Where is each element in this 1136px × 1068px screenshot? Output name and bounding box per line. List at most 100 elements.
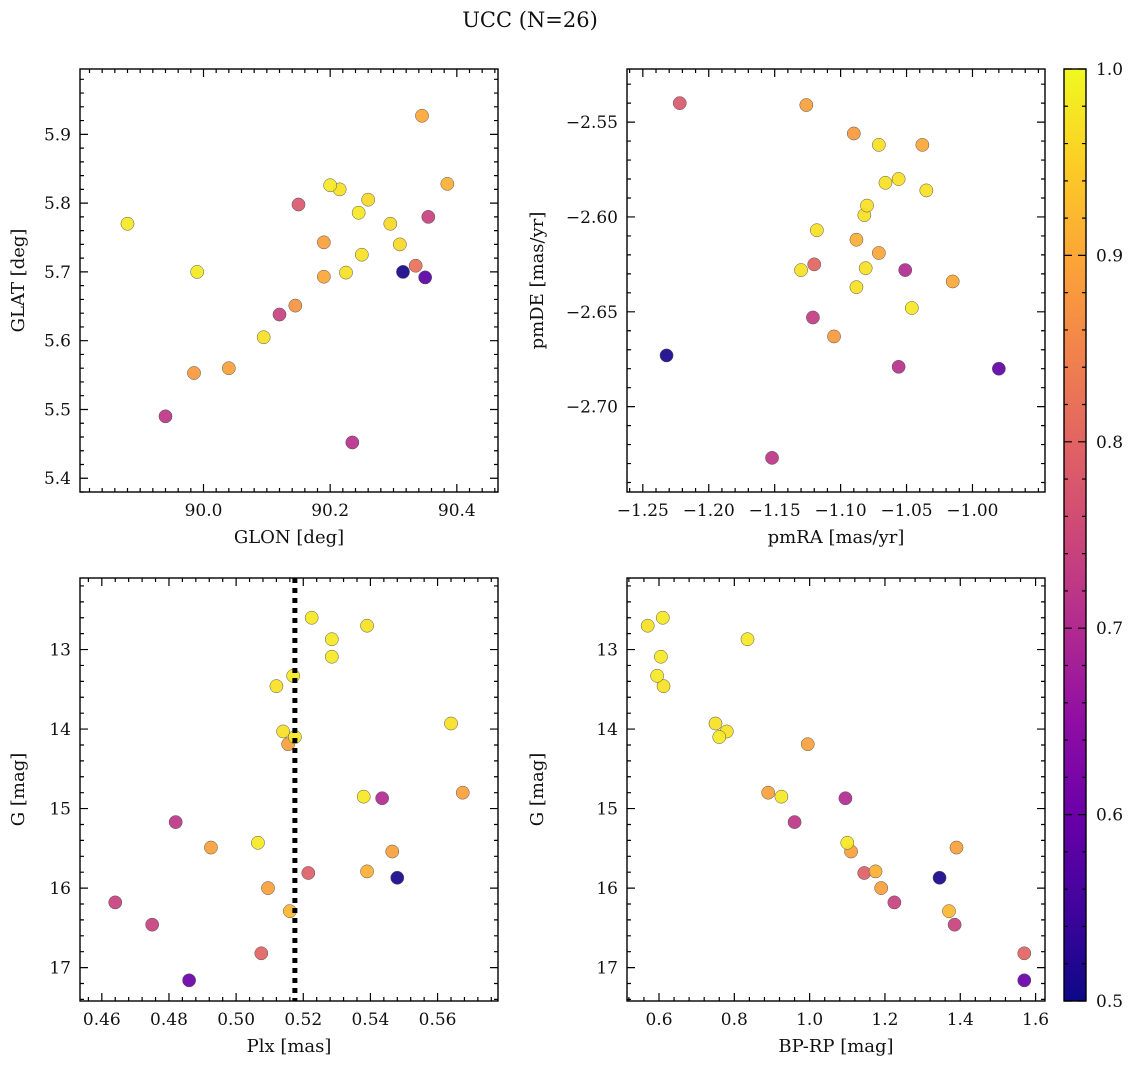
data-point <box>120 216 135 231</box>
data-point <box>827 329 841 344</box>
data-point <box>761 785 776 800</box>
cmd-panel: 0.6 0.8 1.0 1.2 1.4 1.6 13 14 15 16 17 BP-RP [mag] G… <box>527 577 1049 1057</box>
x-axis-label: GLON [deg] <box>234 527 344 548</box>
y-tick-label: −2.60 <box>566 208 618 228</box>
x-tick-label: 0.8 <box>721 1010 748 1030</box>
axes-frame <box>626 68 1046 493</box>
data-point <box>672 96 687 110</box>
x-tick-label: 0.56 <box>419 1010 457 1030</box>
axis-ticks <box>80 578 498 1001</box>
data-point <box>868 864 883 879</box>
data-point <box>849 232 864 247</box>
y-tick-label: 15 <box>49 800 71 820</box>
y-tick-label: −2.65 <box>566 303 618 323</box>
data-point <box>655 610 670 625</box>
data-point <box>857 866 872 880</box>
y-tick-label: 17 <box>596 959 618 979</box>
data-point <box>383 216 398 231</box>
data-point <box>261 881 275 895</box>
data-point <box>840 835 855 850</box>
y-tick-label: −2.70 <box>566 398 618 418</box>
data-point <box>418 270 433 285</box>
data-point <box>919 183 934 198</box>
y-tick-label: 14 <box>49 720 71 740</box>
data-point <box>1017 946 1032 961</box>
data-point <box>316 269 331 284</box>
data-point <box>304 610 319 625</box>
data-point <box>440 177 455 191</box>
colorbar-tick-label: 0.8 <box>1096 433 1123 453</box>
data-point <box>323 178 338 193</box>
x-tick-label: 1.4 <box>947 1010 974 1030</box>
y-tick-label: 5.8 <box>44 194 71 214</box>
data-point <box>168 815 183 829</box>
glon-glat-panel: 90.0 90.2 90.4 5.4 5.5 5.6 5.7 5.8 5.9 GLON [deg]… <box>8 68 499 548</box>
data-point <box>190 265 205 279</box>
data-point <box>254 946 269 961</box>
colorbar-tick-label: 0.7 <box>1096 619 1123 639</box>
data-point <box>949 840 964 855</box>
figure-title: UCC (N=26) <box>462 8 598 32</box>
data-point <box>204 840 218 855</box>
data-point <box>361 192 376 207</box>
data-point <box>872 138 886 152</box>
data-point <box>838 791 853 806</box>
data-point <box>932 870 947 885</box>
x-tick-label: 90.4 <box>438 501 476 521</box>
data-point <box>807 257 822 272</box>
data-point <box>455 785 470 800</box>
data-point <box>806 310 820 325</box>
x-axis-label: BP-RP [mag] <box>778 1036 893 1057</box>
data-point <box>846 126 861 141</box>
data-point <box>187 366 201 380</box>
x-tick-label: 1.6 <box>1022 1010 1049 1030</box>
data-point <box>316 235 331 250</box>
data-point <box>810 223 824 238</box>
data-point <box>356 789 371 804</box>
data-point <box>182 973 196 988</box>
plot-area <box>659 96 1006 465</box>
axis-ticks <box>627 69 1045 492</box>
data-point <box>288 298 303 313</box>
data-point <box>421 210 436 224</box>
y-axis-label: G [mag] <box>8 753 29 826</box>
y-axis-label: G [mag] <box>527 753 548 826</box>
x-tick-label: 0.54 <box>351 1010 389 1030</box>
data-point <box>878 175 893 190</box>
data-point <box>712 730 727 744</box>
data-point <box>324 649 339 664</box>
y-axis-label: GLAT [deg] <box>8 229 29 333</box>
data-point <box>354 247 369 262</box>
data-point <box>158 409 173 424</box>
data-point <box>991 361 1006 376</box>
axis-ticks <box>627 578 1045 1001</box>
y-tick-label: −2.55 <box>566 113 618 133</box>
x-tick-label: 1.2 <box>871 1010 898 1030</box>
data-point <box>415 108 429 123</box>
data-point <box>942 904 956 919</box>
x-tick-label: 90.2 <box>311 501 349 521</box>
data-point <box>276 724 290 739</box>
data-point <box>891 359 906 374</box>
y-tick-label: 16 <box>49 879 71 899</box>
data-point <box>872 246 886 260</box>
plot-area <box>108 578 470 1001</box>
y-tick-label: 13 <box>49 641 71 661</box>
data-point <box>947 917 962 932</box>
data-point <box>849 280 864 294</box>
data-point <box>1017 973 1032 988</box>
data-point <box>251 835 265 850</box>
data-point <box>301 866 316 880</box>
data-point <box>654 649 668 664</box>
x-tick-label: 0.52 <box>284 1010 322 1030</box>
data-point <box>740 632 755 647</box>
data-point <box>339 265 353 280</box>
data-point <box>765 451 779 465</box>
x-tick-label: 0.50 <box>217 1010 255 1030</box>
data-point <box>385 844 400 859</box>
data-point <box>375 791 390 806</box>
x-axis-label: Plx [mas] <box>247 1036 332 1057</box>
x-tick-label: 1.0 <box>796 1010 823 1030</box>
data-point <box>887 895 902 910</box>
data-point <box>345 435 360 450</box>
